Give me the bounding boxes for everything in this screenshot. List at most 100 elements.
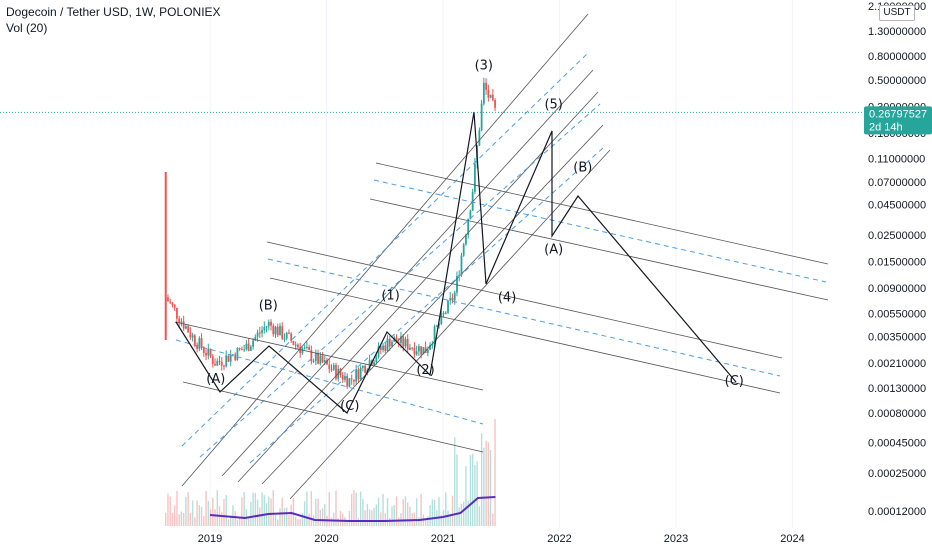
- volume-bar: [492, 513, 494, 526]
- candle-body: [301, 348, 304, 354]
- volume-bar: [281, 497, 283, 526]
- volume-bar: [346, 519, 348, 526]
- volume-bar: [234, 511, 236, 526]
- candle-body: [339, 368, 342, 376]
- price-axis[interactable]: 2.100000001.300000000.800000000.50000000…: [868, 1, 926, 518]
- volume-bar: [458, 507, 460, 526]
- candle-body: [254, 336, 257, 341]
- y-tick-label: 0.00045000: [868, 438, 926, 450]
- volume-indicator-label[interactable]: Vol (20): [6, 21, 48, 35]
- candle-body: [417, 346, 420, 352]
- ascending-channel-line: [237, 91, 599, 483]
- x-tick-label: 2022: [547, 533, 571, 545]
- drawn-channels[interactable]: [174, 13, 829, 500]
- candle-body: [361, 366, 364, 368]
- candle-body: [265, 326, 268, 328]
- x-tick-label: 2020: [314, 533, 338, 545]
- volume-bar: [368, 509, 371, 526]
- candle-body: [256, 332, 259, 337]
- volume-bar: [212, 497, 214, 526]
- candle-body: [348, 378, 351, 387]
- candle-body: [442, 312, 445, 314]
- descending-channel-line: [174, 321, 484, 391]
- candle-body: [388, 338, 391, 347]
- symbol-title[interactable]: Dogecoin / Tether USD, 1W, POLONIEX: [6, 5, 221, 19]
- descending-channel-dashed-line: [267, 258, 781, 377]
- chart-grid: [209, 0, 793, 528]
- volume-bar: [404, 496, 407, 526]
- descending-channel-line: [369, 198, 829, 301]
- candle-body: [332, 364, 335, 370]
- time-axis[interactable]: 2019 2020 2021 2022 2023 2024: [198, 533, 805, 545]
- volume-bar: [165, 512, 167, 526]
- candle-body: [489, 94, 492, 98]
- volume-bar: [182, 513, 185, 526]
- volume-bar: [420, 493, 422, 526]
- volume-bar: [427, 516, 429, 526]
- candle-body: [218, 361, 221, 363]
- volume-bar: [189, 512, 192, 526]
- candle-body: [355, 369, 358, 382]
- volume-bar: [227, 519, 230, 526]
- volume-bar: [483, 447, 485, 526]
- descending-channel-line: [269, 277, 781, 394]
- wave-label: (1): [381, 288, 399, 303]
- x-tick-label: 2023: [664, 533, 688, 545]
- volume-bar: [353, 490, 355, 526]
- ascending-channel-line: [289, 149, 611, 500]
- ascending-channel-line: [261, 124, 604, 485]
- wave-label: (5): [544, 98, 562, 113]
- candle-body: [205, 352, 207, 356]
- price-tag: 0.26797527 2d 14h: [864, 106, 932, 135]
- candle-body: [193, 335, 196, 345]
- x-tick-label: 2019: [198, 533, 222, 545]
- currency-unit-box[interactable]: USDT: [879, 5, 915, 21]
- volume-bar: [261, 492, 263, 526]
- volume-bar: [433, 500, 436, 526]
- candle-body: [281, 326, 284, 339]
- volume-bar: [451, 495, 454, 526]
- candle-body: [310, 349, 313, 362]
- volume-bar: [209, 509, 212, 526]
- candle-body: [196, 344, 198, 349]
- volume-bar: [342, 513, 344, 526]
- volume-bar: [223, 499, 225, 526]
- y-tick-label: 0.50000000: [868, 75, 926, 87]
- volume-bar: [319, 509, 322, 526]
- candle-body: [382, 345, 384, 350]
- candle-body: [173, 304, 176, 309]
- candle-body: [209, 348, 212, 357]
- candle-body: [422, 347, 425, 355]
- volume-bar: [250, 501, 252, 526]
- volume-bar: [283, 508, 286, 526]
- volume-bar: [463, 501, 465, 526]
- candle-body: [267, 321, 270, 327]
- candle-body: [303, 347, 306, 349]
- volume-bar: [256, 499, 259, 526]
- candle-body: [330, 369, 333, 371]
- candle-body: [384, 345, 387, 352]
- volume-bar: [243, 492, 245, 526]
- candle-body: [270, 321, 272, 326]
- candle-body: [469, 210, 472, 220]
- volume-bar: [214, 509, 216, 526]
- wave-label: (B): [573, 161, 592, 176]
- volume-bar: [406, 502, 409, 526]
- candle-body: [424, 347, 427, 353]
- volume-bar: [306, 491, 308, 526]
- candle-body: [274, 326, 277, 335]
- candle-body: [478, 130, 481, 146]
- volume-bar: [335, 490, 337, 526]
- candle-body: [377, 346, 380, 357]
- candle-body: [400, 336, 402, 344]
- candle-body: [200, 338, 203, 348]
- candle-body: [409, 347, 411, 350]
- candle-body: [426, 349, 429, 353]
- candle-body: [462, 244, 465, 256]
- x-tick-label: 2021: [431, 533, 455, 545]
- elliott-wave-path[interactable]: [175, 111, 737, 414]
- y-tick-label: 0.01500000: [868, 256, 926, 268]
- volume-bar: [205, 490, 207, 526]
- candle-body: [357, 369, 360, 380]
